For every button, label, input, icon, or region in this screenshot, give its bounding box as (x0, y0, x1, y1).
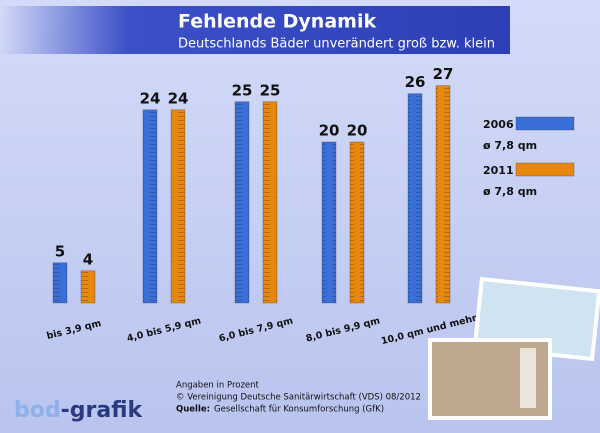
ruler-ticks (263, 101, 277, 303)
legend-note: ø 7,8 qm (483, 185, 537, 198)
source-label: Quelle: (176, 405, 210, 415)
chart-subtitle: Deutschlands Bäder unverändert groß bzw.… (178, 37, 495, 52)
ruler-ticks (235, 101, 249, 303)
footnote: © Vereinigung Deutsche Sanitärwirtschaft… (176, 393, 421, 403)
logo: bod-grafik (14, 398, 144, 423)
legend-note: ø 7,8 qm (483, 139, 537, 152)
value-label: 27 (433, 65, 454, 83)
legend-swatch (515, 116, 575, 131)
value-label: 5 (55, 242, 65, 260)
value-label: 4 (83, 250, 93, 268)
ruler-ticks (171, 109, 185, 303)
source: Gesellschaft für Konsumforschung (GfK) (214, 405, 384, 415)
ruler-ticks (143, 109, 157, 303)
ruler-ticks (322, 142, 336, 303)
value-label: 25 (260, 81, 281, 99)
photos (428, 276, 600, 420)
footnote: Angaben in Prozent (176, 381, 260, 391)
ruler-ticks (436, 85, 450, 304)
value-label: 24 (168, 89, 189, 107)
ruler-ticks (408, 93, 422, 303)
legend-label: 2011 (483, 164, 514, 177)
ruler-ticks (53, 262, 67, 303)
value-label: 26 (405, 73, 426, 91)
logo-part: -grafik (61, 398, 144, 423)
ruler-ticks (350, 142, 364, 303)
title-band (0, 6, 510, 54)
value-label: 25 (232, 81, 253, 99)
chart-title: Fehlende Dynamik (178, 11, 376, 33)
value-label: 20 (319, 122, 340, 140)
value-label: 24 (140, 89, 161, 107)
legend-swatch (515, 162, 575, 177)
ruler-ticks (81, 270, 95, 303)
logo-part: bod (14, 398, 61, 423)
value-label: 20 (347, 122, 368, 140)
legend-label: 2006 (483, 118, 514, 131)
